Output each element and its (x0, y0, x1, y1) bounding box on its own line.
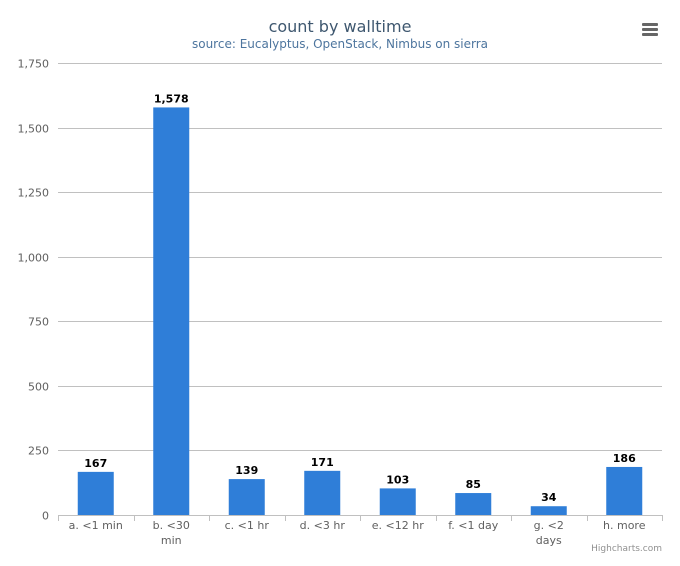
data-label: 186 (613, 452, 636, 465)
bar (77, 471, 114, 515)
menu-icon-bar (642, 28, 658, 31)
y-tick-label: 250 (28, 445, 49, 458)
bar (304, 470, 341, 515)
bar (228, 479, 265, 515)
y-tick-label: 1,000 (18, 252, 50, 265)
x-tick-label: f. <1 day (448, 519, 499, 532)
data-label: 103 (386, 473, 409, 486)
x-tick-label: b. <30 (153, 519, 190, 532)
data-label: 85 (466, 478, 481, 491)
hamburger-menu-icon[interactable] (638, 19, 662, 39)
x-tick-label: g. <2 (534, 519, 564, 532)
y-tick-label: 1,250 (18, 187, 50, 200)
menu-icon-bar (642, 23, 658, 26)
data-label: 171 (311, 456, 334, 469)
data-label: 1,578 (154, 92, 189, 105)
bar (530, 506, 567, 515)
x-tick-label: e. <12 hr (372, 519, 424, 532)
menu-icon-bar (642, 33, 658, 36)
y-tick-label: 1,500 (18, 123, 50, 136)
y-tick-label: 0 (42, 510, 49, 523)
chart-subtitle: source: Eucalyptus, OpenStack, Nimbus on… (191, 37, 489, 51)
x-tick-label: a. <1 min (69, 519, 123, 532)
y-tick-label: 750 (28, 316, 49, 329)
bar (455, 493, 492, 515)
x-tick-label: c. <1 hr (225, 519, 270, 532)
x-tick-label: h. more (603, 519, 646, 532)
data-label: 167 (84, 457, 107, 470)
y-tick-label: 1,750 (18, 58, 50, 71)
x-tick-label: min (161, 534, 182, 547)
bar (153, 107, 190, 515)
x-tick-label: d. <3 hr (300, 519, 346, 532)
bar (379, 488, 416, 515)
bar (606, 466, 643, 515)
y-tick-label: 500 (28, 381, 49, 394)
data-label: 34 (541, 491, 557, 504)
x-tick-label: days (536, 534, 562, 547)
credits-link[interactable]: Highcharts.com (591, 544, 662, 554)
data-label: 139 (235, 464, 258, 477)
chart-title: count by walltime (268, 17, 412, 36)
